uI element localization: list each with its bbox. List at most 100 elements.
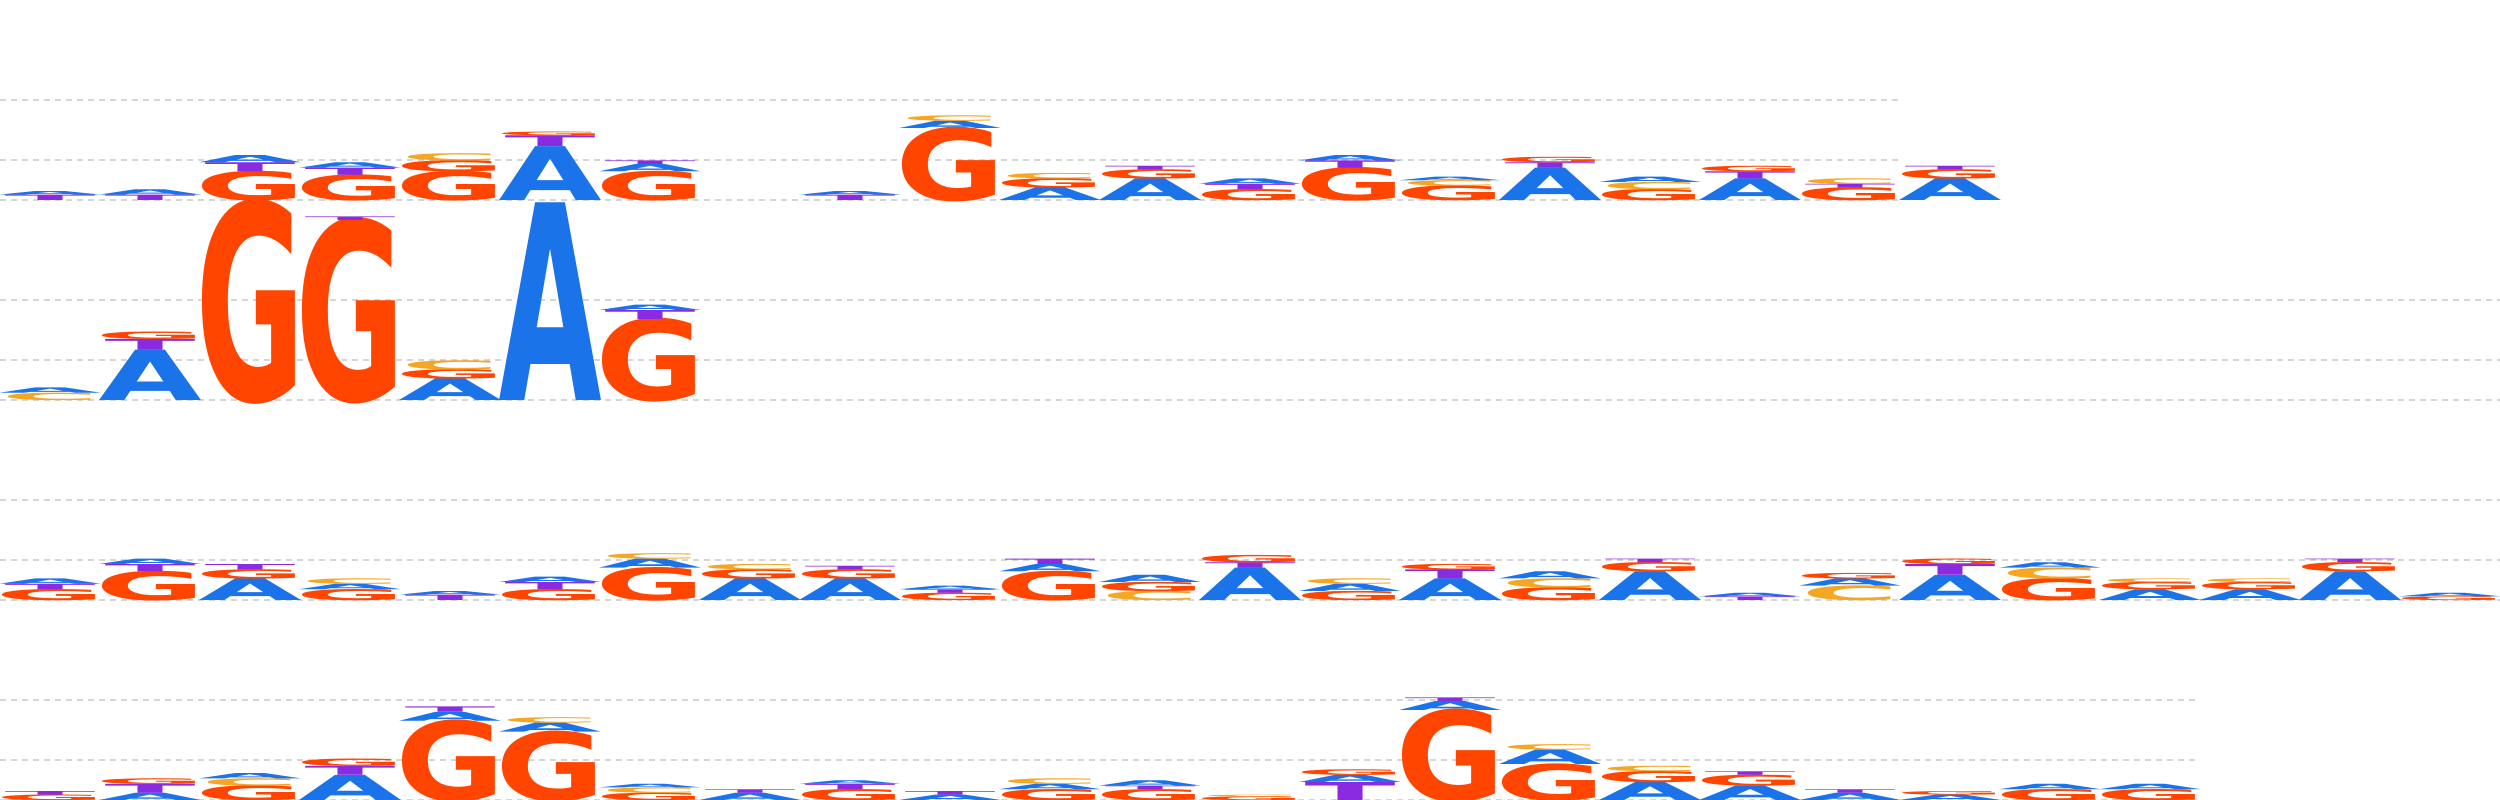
logo-letter-t: T — [1205, 182, 1296, 191]
logo-letter-t: T — [1405, 567, 1497, 581]
logo-letter-g: G — [0, 793, 105, 800]
logo-letter-g: G — [2095, 580, 2204, 591]
logo-letter-a: A — [2098, 782, 2201, 791]
logo-letter-g: G — [1095, 786, 1204, 800]
logo-letter-c: C — [1801, 177, 1899, 186]
logo-letter-g: G — [895, 591, 1004, 602]
logo-letter-g: G — [795, 567, 904, 581]
logo-letter-g: G — [1295, 159, 1404, 210]
logo-letter-t: T — [305, 215, 396, 221]
logo-letter-a: A — [1098, 779, 1201, 788]
logo-letter-g: G — [595, 164, 704, 210]
logo-letter-a: A — [98, 188, 201, 197]
logo-letter-t: T — [705, 788, 796, 794]
logo-letter-a: A — [1598, 175, 1701, 184]
logo-letter-t: T — [1205, 561, 1296, 570]
logo-letter-g: G — [1795, 184, 1904, 204]
logo-letter-c: C — [1001, 172, 1099, 181]
logo-letter-g: G — [295, 757, 404, 768]
logo-letter-t: T — [405, 593, 496, 602]
logo-letter-c: C — [1601, 180, 1699, 191]
logo-letter-t: T — [805, 782, 896, 791]
logo-letter-g: G — [95, 564, 204, 610]
logo-letter-a: A — [1298, 582, 1401, 593]
logo-letter-a: A — [598, 162, 701, 173]
logo-letter-g: G — [495, 131, 604, 137]
logo-letter-g: G — [195, 567, 304, 581]
logo-letter-a: A — [698, 791, 801, 800]
logo-letter-a: A — [1298, 773, 1401, 784]
logo-letter-a: A — [598, 303, 701, 312]
logo-letter-a: A — [298, 582, 401, 591]
logo-letter-a: A — [198, 153, 301, 164]
logo-letter-c: C — [301, 577, 399, 586]
logo-letter-g: G — [1195, 186, 1304, 203]
logo-letter-a: A — [398, 372, 502, 407]
logo-letter-a: A — [498, 720, 601, 734]
logo-letter-g: G — [2295, 560, 2404, 574]
logo-letter-a: A — [2398, 592, 2500, 598]
logo-letter-g: G — [1095, 580, 1204, 594]
logo-letter-g: G — [295, 586, 404, 603]
logo-letter-g: G — [1295, 589, 1404, 603]
logo-letter-t: T — [1905, 165, 1996, 171]
logo-letter-a: A — [498, 150, 601, 465]
logo-letter-t: T — [1005, 557, 1096, 566]
logo-letter-a: A — [898, 793, 1001, 800]
logo-letter-c: C — [1501, 576, 1599, 590]
logo-letter-t: T — [105, 781, 197, 795]
logo-letter-a: A — [898, 119, 1001, 130]
logo-letter-a: A — [398, 590, 501, 596]
logo-letter-t: T — [1305, 777, 1396, 800]
logo-letter-a: A — [1698, 782, 1802, 800]
logo-letter-c: C — [601, 786, 699, 795]
logo-letter-g: G — [195, 150, 304, 465]
logo-letter-g: G — [595, 791, 704, 800]
logo-letter-t: T — [5, 582, 96, 591]
logo-letter-g: G — [1395, 563, 1504, 572]
logo-letter-c: C — [201, 777, 299, 788]
logo-letter-g: G — [995, 564, 1104, 610]
logo-letter-g: G — [595, 559, 704, 610]
logo-letter-a: A — [1198, 559, 1301, 610]
logo-letter-g: G — [295, 171, 404, 458]
logo-letter-t: T — [1605, 558, 1696, 564]
logo-letter-t: T — [905, 588, 996, 594]
logo-letter-a: A — [198, 572, 302, 607]
logo-letter-g: G — [1695, 772, 1804, 789]
logo-letter-g: G — [1695, 164, 1804, 173]
logo-letter-a: A — [1498, 746, 1602, 769]
logo-letter-c: C — [901, 114, 999, 123]
logo-letter-a: A — [1698, 592, 1801, 598]
logo-letter-a: A — [198, 772, 301, 781]
logo-letter-t: T — [605, 159, 696, 165]
logo-letter-t: T — [1705, 770, 1796, 776]
logo-letter-g: G — [1795, 572, 1904, 581]
logo-letter-a: A — [698, 572, 802, 607]
logo-letter-g: G — [0, 586, 105, 603]
logo-letter-a: A — [0, 190, 102, 196]
logo-letter-t: T — [1105, 785, 1196, 791]
logo-letter-a: A — [998, 782, 1101, 791]
logo-letter-g: G — [395, 699, 504, 800]
logo-letter-g: G — [1595, 560, 1704, 574]
logo-letter-t: T — [505, 580, 596, 591]
logo-letter-g: G — [1995, 786, 2104, 800]
logo-letter-a: A — [498, 575, 601, 584]
logo-letter-t: T — [2305, 558, 2396, 564]
logo-letter-a: A — [598, 783, 701, 789]
logo-letter-g: G — [1495, 754, 1604, 800]
logo-letter-a: A — [2098, 586, 2201, 603]
logo-letter-c: C — [601, 552, 699, 561]
logo-letter-g: G — [1895, 167, 2004, 181]
logo-letter-c: C — [1501, 743, 1599, 752]
logo-letter-c: C — [401, 151, 499, 162]
logo-letter-t: T — [205, 160, 297, 174]
logo-letter-t: T — [805, 565, 896, 571]
logo-letter-t: T — [105, 562, 196, 573]
logo-letter-g: G — [2195, 580, 2304, 591]
logo-letter-t: T — [105, 336, 196, 353]
logo-letter-a: A — [598, 556, 701, 570]
